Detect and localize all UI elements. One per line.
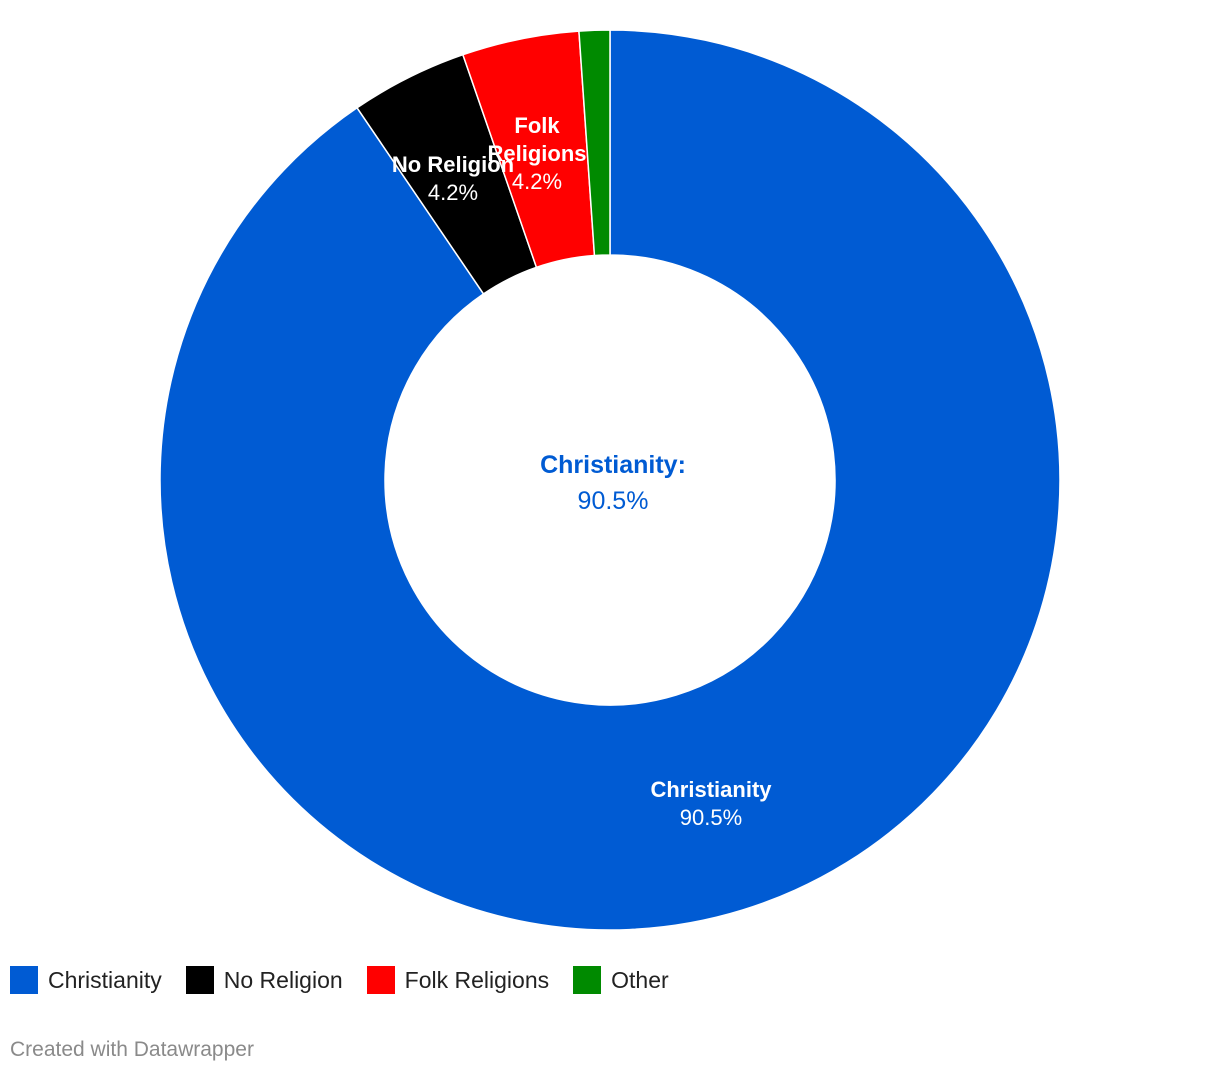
legend-label: Other: [611, 966, 669, 993]
donut-chart: Christianity 90.5% No Religion 4.2% Folk Reli…: [159, 29, 1061, 931]
slice-label-name: Christianity: [650, 777, 772, 802]
legend-swatch: [366, 966, 395, 994]
datawrapper-credit: Created with Datawrapper: [10, 1038, 254, 1061]
legend-label: Christianity: [48, 966, 162, 993]
center-label-name: Christianity:: [540, 451, 686, 479]
legend-item-no-religion: No Religion: [185, 966, 343, 994]
donut-slices: [159, 29, 1061, 931]
legend-swatch: [185, 966, 214, 994]
donut-center-label: Christianity: 90.5%: [540, 451, 686, 515]
chart-legend: Christianity No Religion Folk Religions …: [10, 966, 693, 994]
legend-label: Folk Religions: [404, 966, 550, 993]
donut-slice-other: [578, 29, 611, 257]
donut-slice-christianity: [159, 29, 1061, 931]
legend-item-folk-religions: Folk Religions: [366, 966, 550, 994]
legend-item-christianity: Christianity: [10, 966, 162, 994]
legend-item-other: Other: [573, 966, 669, 994]
slice-label-value: 90.5%: [680, 805, 742, 830]
slice-label-name: Religions: [487, 141, 586, 166]
center-label-value: 90.5%: [578, 487, 649, 515]
legend-label: No Religion: [223, 966, 343, 993]
legend-swatch: [573, 966, 602, 994]
legend-swatch: [10, 966, 38, 994]
slice-label-value: 4.2%: [512, 169, 562, 194]
slice-label-name: Folk: [514, 113, 560, 138]
slice-label-name: No Religion: [392, 152, 514, 177]
slice-label-value: 4.2%: [428, 180, 478, 205]
